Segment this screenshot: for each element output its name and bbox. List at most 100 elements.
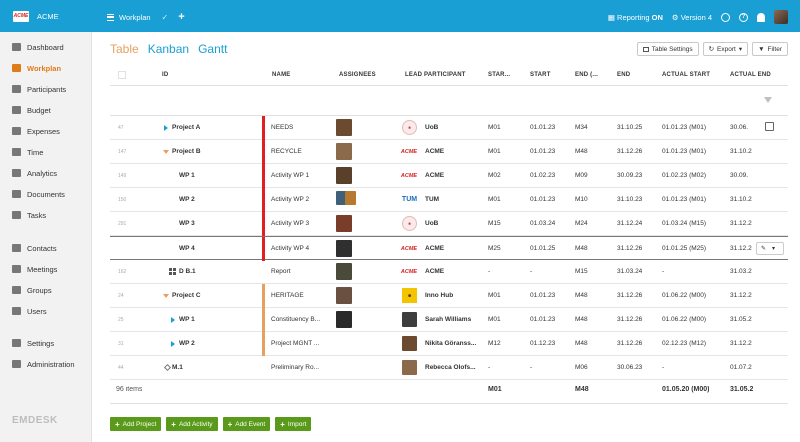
filter-button[interactable]: ▼ Filter — [752, 42, 788, 56]
col-assignees[interactable]: ASSIGNEES — [339, 72, 376, 78]
lead-participant[interactable]: ACME — [425, 172, 445, 179]
row-id[interactable]: Project A — [172, 124, 201, 131]
lock-icon[interactable] — [765, 122, 774, 131]
row-id[interactable]: WP 1 — [179, 172, 195, 179]
export-button[interactable]: ↻ Export ▾ — [702, 42, 749, 56]
lead-participant[interactable]: Sarah Williams — [425, 316, 472, 323]
app-name[interactable]: ACME — [37, 11, 59, 21]
expand-icon[interactable] — [171, 317, 175, 323]
row-name[interactable]: RECYCLE — [271, 148, 302, 155]
sidebar-item-groups[interactable]: Groups — [0, 281, 92, 299]
table-row[interactable]: 31 WP 2 Project MGNT ... Nikita Göranss... M… — [110, 332, 788, 356]
row-id[interactable]: WP 3 — [179, 220, 195, 227]
expand-icon[interactable] — [171, 341, 175, 347]
row-name[interactable]: HERITAGE — [271, 292, 304, 299]
help-icon[interactable]: ? — [739, 12, 748, 22]
lead-participant[interactable]: UoB — [425, 220, 439, 227]
tab-kanban[interactable]: Kanban — [147, 42, 190, 56]
sidebar-item-expenses[interactable]: Expenses — [0, 122, 92, 140]
row-id[interactable]: Project C — [172, 292, 201, 299]
add-button-add-activity[interactable]: + Add Activity — [166, 417, 218, 431]
bell-icon[interactable] — [757, 12, 765, 22]
chevron-down-icon[interactable]: ▾ — [772, 246, 776, 252]
collapse-icon[interactable] — [163, 294, 169, 298]
sidebar-item-administration[interactable]: Administration — [0, 355, 92, 373]
row-name[interactable]: Report — [271, 268, 291, 275]
sidebar-item-users[interactable]: Users — [0, 302, 92, 320]
edit-button[interactable]: ✎ ▾ — [756, 242, 784, 255]
assignee-avatar[interactable] — [336, 191, 347, 205]
assignee-avatar[interactable] — [345, 191, 356, 205]
table-row[interactable]: 147 Project B RECYCLE ACME ACME M01 01.01.23 M4… — [110, 140, 788, 164]
table-row[interactable]: 162 D B.1 Report ACME ACME - - M15 31.03.24 - 31.0… — [110, 260, 788, 284]
collapse-icon[interactable] — [163, 150, 169, 154]
acme-logo[interactable]: ACME — [13, 10, 29, 22]
tab-table[interactable]: Table — [110, 42, 139, 56]
lead-participant[interactable]: Nikita Göranss... — [425, 340, 477, 347]
breadcrumb-label[interactable]: Workplan — [119, 12, 151, 22]
assignee-avatar[interactable] — [336, 263, 352, 280]
table-row[interactable]: 25 WP 1 Constituency B... Sarah Williams M01… — [110, 308, 788, 332]
lead-participant[interactable]: Rebecca Olofs... — [425, 364, 476, 371]
check-icon[interactable]: ✓ — [161, 12, 169, 22]
sidebar-item-time[interactable]: Time — [0, 143, 92, 161]
row-id[interactable]: Project B — [172, 148, 201, 155]
row-name[interactable]: Activity WP 3 — [271, 220, 310, 227]
lead-participant[interactable]: UoB — [425, 124, 439, 131]
assignee-avatar[interactable] — [336, 167, 352, 184]
col-start[interactable]: START — [530, 72, 551, 78]
sidebar-item-workplan[interactable]: Workplan — [0, 59, 92, 77]
row-id[interactable]: WP 1 — [179, 316, 195, 323]
col-actual-start[interactable]: ACTUAL START — [662, 72, 711, 78]
lead-participant[interactable]: Inno Hub — [425, 292, 454, 299]
add-icon[interactable]: + — [178, 11, 185, 23]
sidebar-item-documents[interactable]: Documents — [0, 185, 92, 203]
col-actual-end[interactable]: ACTUAL END — [730, 72, 771, 78]
table-row[interactable]: WP 4 Activity WP 4 ACME ACME M25 01.01.25 M48 3… — [110, 236, 788, 261]
assignee-avatar[interactable] — [336, 119, 352, 136]
col-lead-participant[interactable]: LEAD PARTICIPANT — [405, 72, 466, 78]
select-all-checkbox[interactable] — [118, 71, 126, 79]
assignee-avatar[interactable] — [336, 143, 352, 160]
row-id[interactable]: D B.1 — [179, 268, 196, 275]
row-id[interactable]: WP 4 — [179, 245, 195, 252]
table-row[interactable]: 149 WP 1 Activity WP 1 ACME ACME M02 01.02.23 M… — [110, 164, 788, 188]
row-name[interactable]: Constituency B... — [271, 316, 321, 323]
add-button-import[interactable]: + Import — [275, 417, 312, 431]
row-name[interactable]: NEEDS — [271, 124, 294, 131]
col-end-month[interactable]: END (... — [575, 72, 598, 78]
lead-participant[interactable]: ACME — [425, 148, 445, 155]
add-button-add-event[interactable]: + Add Event — [222, 417, 271, 431]
row-name[interactable]: Activity WP 2 — [271, 196, 310, 203]
table-settings-button[interactable]: Table Settings — [636, 42, 699, 56]
expand-icon[interactable] — [164, 125, 168, 131]
sidebar-item-contacts[interactable]: Contacts — [0, 239, 92, 257]
col-start-month[interactable]: STAR... — [488, 72, 511, 78]
row-id[interactable]: WP 2 — [179, 196, 195, 203]
col-end[interactable]: END — [617, 72, 631, 78]
tab-gantt[interactable]: Gantt — [198, 42, 228, 56]
row-name[interactable]: Activity WP 4 — [271, 245, 310, 252]
lead-participant[interactable]: ACME — [425, 245, 445, 252]
sidebar-item-meetings[interactable]: Meetings — [0, 260, 92, 278]
sidebar-item-participants[interactable]: Participants — [0, 80, 92, 98]
table-row[interactable]: 291 WP 3 Activity WP 3 ❀ UoB M15 01.03.24 M24 31… — [110, 212, 788, 236]
add-button-add-project[interactable]: + Add Project — [110, 417, 162, 431]
row-name[interactable]: Project MGNT ... — [271, 340, 320, 347]
assignee-avatar[interactable] — [336, 240, 352, 257]
assignee-avatar[interactable] — [336, 287, 352, 304]
version-selector[interactable]: ⚙ Version 4 — [671, 12, 712, 22]
col-id[interactable]: ID — [162, 72, 169, 78]
table-row[interactable]: 150 WP 2 Activity WP 2 TUM TUM M01 01.01.23 M10… — [110, 188, 788, 212]
table-row[interactable]: 47 Project A NEEDS ❀ UoB M01 01.01.23 M34 31.10.… — [110, 116, 788, 140]
sidebar-item-dashboard[interactable]: Dashboard — [0, 38, 92, 56]
sidebar-item-settings[interactable]: Settings — [0, 334, 92, 352]
row-id[interactable]: M.1 — [172, 364, 183, 371]
reporting-toggle[interactable]: ▦ Reporting ON — [607, 12, 663, 22]
user-avatar[interactable] — [774, 10, 788, 24]
table-row[interactable]: 44 M.1 Preliminary Ro... Rebecca Olofs... - -… — [110, 356, 788, 380]
lead-participant[interactable]: ACME — [425, 268, 445, 275]
sidebar-item-tasks[interactable]: Tasks — [0, 206, 92, 224]
assignee-avatar[interactable] — [336, 215, 352, 232]
assignee-avatar[interactable] — [336, 311, 352, 328]
